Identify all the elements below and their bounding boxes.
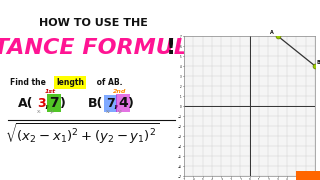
Text: 7: 7 <box>106 97 115 110</box>
Text: !: ! <box>166 38 176 58</box>
Text: A(: A( <box>18 97 34 110</box>
Text: y₁: y₁ <box>50 109 55 114</box>
Text: 7: 7 <box>49 96 59 110</box>
Text: y₂: y₂ <box>118 109 123 114</box>
Text: 2nd: 2nd <box>113 89 127 94</box>
Text: HOW TO USE THE: HOW TO USE THE <box>39 18 148 28</box>
Text: $\sqrt{(x_2 - x_1)^2 + (y_2 - y_1)^2}$: $\sqrt{(x_2 - x_1)^2 + (y_2 - y_1)^2}$ <box>5 122 159 146</box>
Text: ,: , <box>44 97 49 110</box>
Text: Find the: Find the <box>10 78 49 87</box>
Bar <box>296 171 320 180</box>
Text: ): ) <box>128 97 134 110</box>
Text: 4: 4 <box>118 96 128 110</box>
Text: of AB.: of AB. <box>94 78 123 87</box>
Text: x₂: x₂ <box>106 109 111 114</box>
Text: A: A <box>270 30 274 35</box>
Text: 1st: 1st <box>44 89 56 94</box>
Text: ,: , <box>113 97 118 110</box>
Text: B(: B( <box>88 97 103 110</box>
Text: DISTANCE FORMULA: DISTANCE FORMULA <box>0 38 205 58</box>
Text: x₁: x₁ <box>37 109 42 114</box>
Text: B: B <box>316 60 320 65</box>
Text: 3: 3 <box>37 97 46 110</box>
Text: length: length <box>56 78 84 87</box>
Text: ): ) <box>60 97 66 110</box>
